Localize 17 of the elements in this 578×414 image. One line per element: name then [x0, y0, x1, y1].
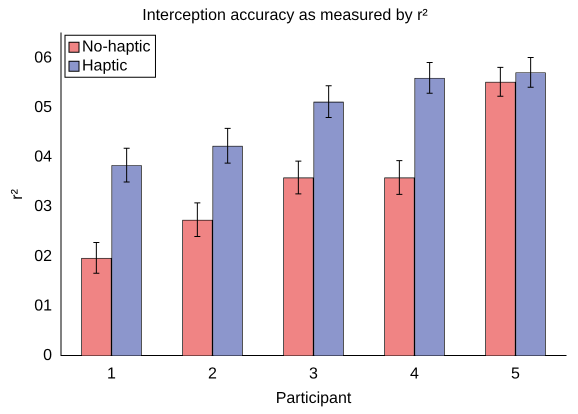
chart-title: Interception accuracy as measured by r² — [142, 7, 428, 24]
y-tick-label: 03 — [34, 198, 52, 216]
x-tick-label: 2 — [208, 366, 218, 383]
y-axis-title: r² — [9, 188, 26, 200]
x-axis-title: Participant — [276, 390, 352, 407]
x-tick-label: 1 — [107, 366, 116, 383]
legend-label: Haptic — [82, 58, 128, 75]
y-tick-label: 06 — [34, 49, 52, 66]
x-tick-label: 5 — [511, 366, 520, 383]
y-tick-label: 01 — [34, 297, 52, 314]
y-tick-label: 04 — [34, 148, 52, 166]
x-tick-label: 3 — [309, 366, 318, 383]
legend-label: No-haptic — [82, 38, 150, 56]
y-tick-label: 02 — [34, 248, 52, 265]
y-tick-label: 0 — [43, 347, 52, 364]
y-tick-label: 05 — [34, 99, 52, 116]
x-tick-label: 4 — [410, 366, 420, 383]
